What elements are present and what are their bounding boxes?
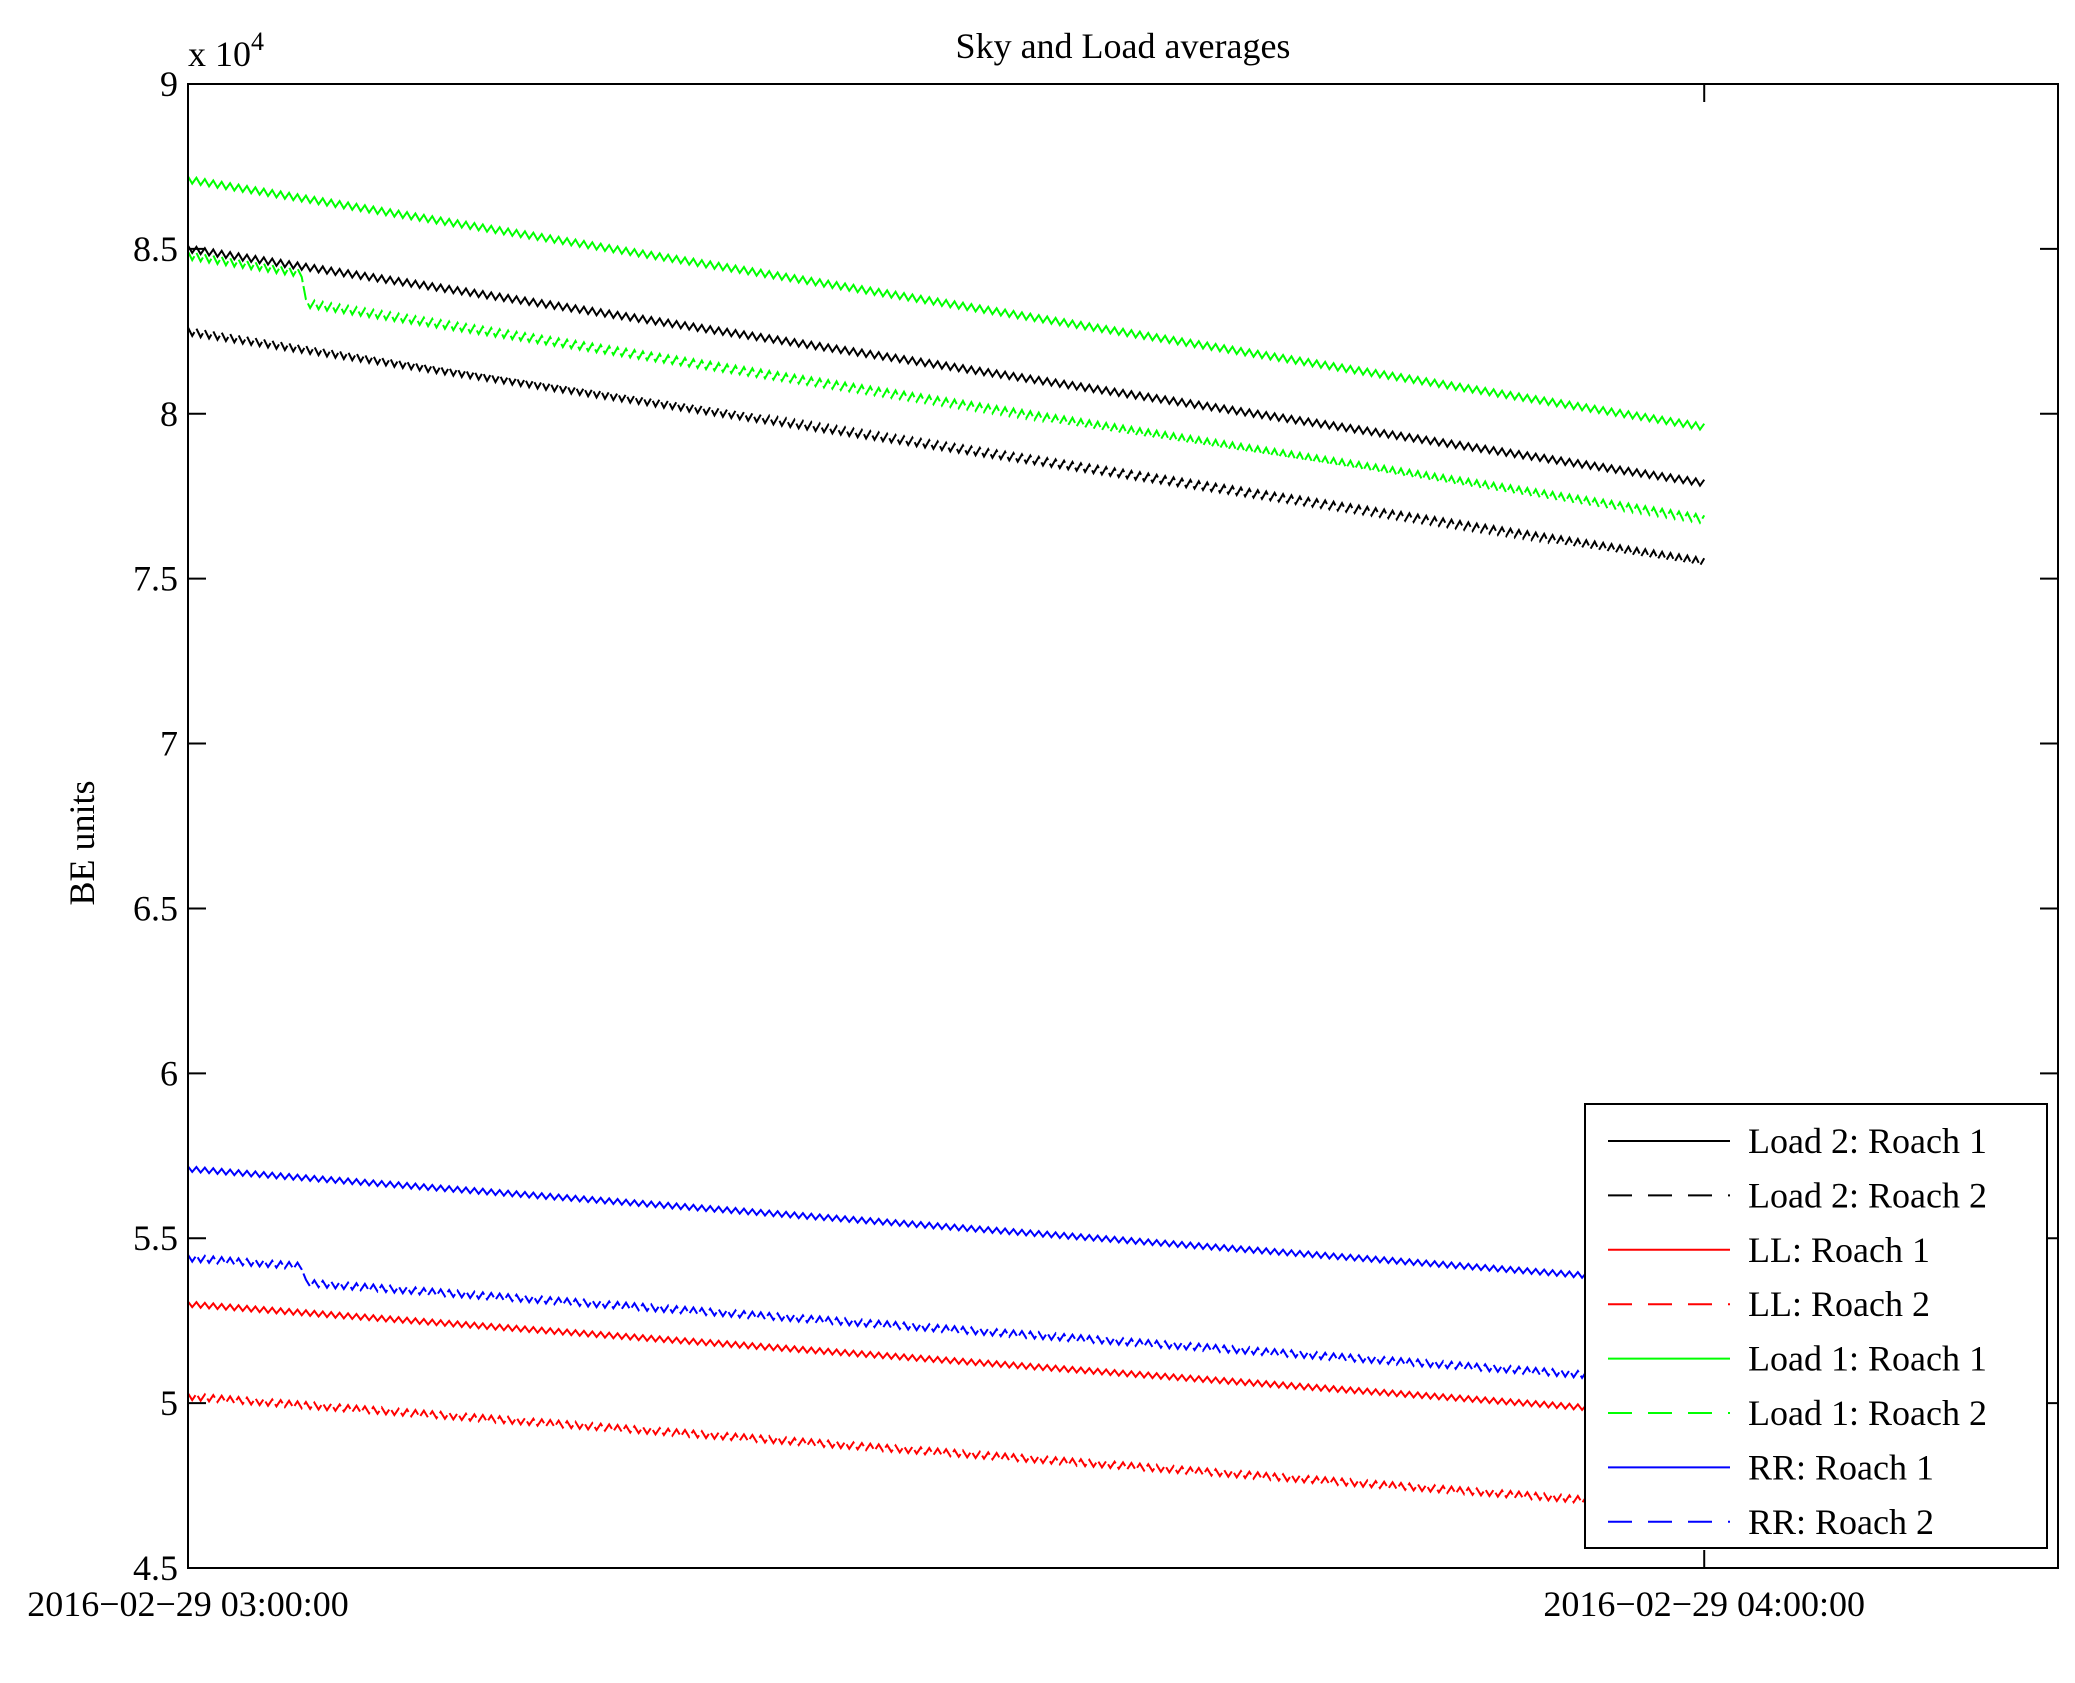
legend-label: Load 1: Roach 1 (1748, 1339, 1987, 1379)
y-tick-label: 8 (160, 394, 178, 434)
legend-label: LL: Roach 1 (1748, 1230, 1930, 1270)
legend-label: LL: Roach 2 (1748, 1284, 1930, 1324)
legend-label: Load 2: Roach 2 (1748, 1175, 1987, 1215)
series-line-7 (187, 1253, 1706, 1389)
series-line-3 (187, 1391, 1706, 1514)
y-exponent-base: x 10 (188, 34, 251, 74)
y-exponent-label: x 104 (188, 27, 264, 74)
y-tick-label: 5.5 (133, 1218, 178, 1258)
series-line-2 (187, 1300, 1705, 1421)
y-exponent-power: 4 (251, 27, 264, 56)
series-line-0 (187, 245, 1706, 488)
y-tick-label: 4.5 (133, 1548, 178, 1588)
series-line-6 (187, 1165, 1705, 1289)
legend-label: Load 2: Roach 1 (1748, 1121, 1987, 1161)
y-tick-label: 8.5 (133, 229, 178, 269)
legend-box (1584, 1103, 2048, 1549)
x-tick-label: 2016−02−29 04:00:00 (1543, 1584, 1865, 1624)
y-tick-label: 7.5 (133, 559, 178, 599)
series-line-5 (187, 250, 1706, 525)
chart-title: Sky and Load averages (956, 26, 1291, 66)
y-tick-label: 6.5 (133, 888, 178, 928)
y-tick-label: 7 (160, 724, 178, 764)
legend-label: RR: Roach 2 (1748, 1502, 1934, 1542)
series-line-4 (187, 175, 1706, 432)
legend-label: RR: Roach 1 (1748, 1447, 1934, 1487)
y-axis-label: BE units (62, 780, 102, 905)
y-tick-label: 9 (160, 64, 178, 104)
tick-layer: 4.5 5 5.5 6 6.5 7 7.5 8 8.5 9 2016−02−29 03:00:00 2… (27, 64, 2058, 1624)
legend: Load 2: Roach 1 Load 2: Roach 2 LL: Roach … (1584, 1103, 2048, 1549)
plot-frame (187, 83, 2059, 1569)
y-tick-label: 6 (160, 1053, 178, 1093)
series-line-1 (187, 326, 1706, 568)
y-tick-label: 5 (160, 1383, 178, 1423)
legend-label: Load 1: Roach 2 (1748, 1393, 1987, 1433)
series-layer (187, 175, 1706, 1514)
x-tick-label: 2016−02−29 03:00:00 (27, 1584, 349, 1624)
